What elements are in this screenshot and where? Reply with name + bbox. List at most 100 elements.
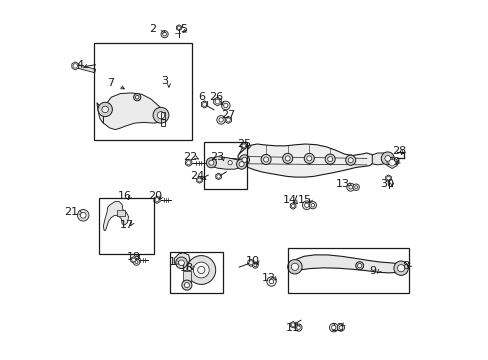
- Circle shape: [197, 266, 204, 274]
- Text: 11: 11: [285, 323, 300, 333]
- Circle shape: [325, 154, 335, 164]
- Text: 20: 20: [148, 191, 163, 201]
- Circle shape: [352, 184, 359, 190]
- Text: 30: 30: [379, 179, 393, 189]
- Circle shape: [291, 323, 294, 327]
- Circle shape: [219, 118, 223, 122]
- Text: 19: 19: [126, 252, 141, 262]
- Circle shape: [291, 263, 298, 270]
- Circle shape: [285, 156, 289, 161]
- Text: 27: 27: [221, 110, 235, 120]
- Circle shape: [177, 26, 180, 29]
- Text: 7: 7: [107, 78, 114, 88]
- Circle shape: [269, 279, 273, 284]
- Circle shape: [306, 156, 311, 161]
- Circle shape: [381, 152, 393, 165]
- Polygon shape: [208, 157, 244, 169]
- Text: 28: 28: [391, 146, 406, 156]
- Circle shape: [263, 157, 268, 162]
- Circle shape: [225, 158, 234, 167]
- Text: 4: 4: [77, 60, 84, 70]
- Circle shape: [388, 159, 394, 166]
- Text: 15: 15: [297, 195, 311, 205]
- Text: 17: 17: [120, 220, 134, 230]
- Text: 10: 10: [245, 256, 259, 266]
- Polygon shape: [226, 158, 240, 168]
- Bar: [117, 210, 124, 216]
- Circle shape: [133, 94, 141, 101]
- Circle shape: [194, 263, 208, 277]
- Polygon shape: [224, 116, 231, 123]
- Text: 9: 9: [369, 266, 376, 276]
- Polygon shape: [371, 153, 387, 165]
- Polygon shape: [103, 93, 164, 130]
- Circle shape: [184, 283, 189, 288]
- Circle shape: [252, 262, 258, 268]
- Text: 13: 13: [335, 179, 349, 189]
- Circle shape: [355, 262, 363, 270]
- Circle shape: [339, 326, 342, 329]
- Circle shape: [186, 256, 215, 284]
- Circle shape: [163, 32, 166, 36]
- Text: 12: 12: [262, 273, 276, 283]
- Text: 24: 24: [190, 171, 204, 181]
- Circle shape: [309, 202, 316, 209]
- Circle shape: [347, 158, 352, 163]
- Text: 22: 22: [183, 152, 197, 162]
- Polygon shape: [131, 257, 136, 263]
- Circle shape: [348, 185, 352, 189]
- Circle shape: [161, 31, 168, 38]
- Circle shape: [102, 106, 108, 113]
- Bar: [204, 142, 247, 189]
- Circle shape: [345, 155, 355, 165]
- Bar: [170, 252, 223, 293]
- Text: 2: 2: [149, 24, 156, 34]
- Polygon shape: [290, 321, 295, 328]
- Bar: [76, 64, 96, 73]
- Circle shape: [132, 258, 135, 262]
- Circle shape: [331, 325, 335, 330]
- Circle shape: [337, 324, 344, 331]
- Circle shape: [221, 101, 230, 110]
- Text: 5: 5: [180, 24, 186, 34]
- Circle shape: [80, 212, 86, 218]
- Text: 23: 23: [210, 152, 224, 162]
- Circle shape: [133, 259, 140, 265]
- Polygon shape: [247, 259, 254, 266]
- Circle shape: [216, 175, 220, 178]
- Circle shape: [239, 162, 244, 167]
- Bar: [161, 112, 164, 119]
- Circle shape: [354, 186, 357, 189]
- Circle shape: [208, 160, 213, 165]
- Circle shape: [175, 257, 187, 269]
- Circle shape: [239, 155, 249, 165]
- Text: 6: 6: [197, 92, 204, 102]
- Polygon shape: [385, 175, 390, 181]
- Circle shape: [329, 323, 337, 332]
- Circle shape: [393, 261, 407, 275]
- Polygon shape: [176, 25, 181, 31]
- Circle shape: [296, 326, 300, 329]
- Polygon shape: [103, 202, 128, 230]
- Polygon shape: [215, 173, 221, 180]
- Text: 18: 18: [180, 263, 194, 273]
- Bar: [287, 248, 408, 293]
- Circle shape: [266, 277, 276, 286]
- Polygon shape: [386, 157, 396, 168]
- Polygon shape: [196, 177, 202, 183]
- Polygon shape: [97, 103, 103, 123]
- Text: 21: 21: [64, 207, 78, 217]
- Circle shape: [253, 264, 256, 267]
- Circle shape: [216, 116, 225, 124]
- Circle shape: [304, 203, 308, 207]
- Bar: [99, 198, 153, 254]
- Text: 8: 8: [401, 261, 408, 271]
- Polygon shape: [185, 159, 191, 166]
- Text: 1: 1: [169, 257, 176, 267]
- Text: 25: 25: [236, 139, 250, 149]
- Circle shape: [310, 203, 314, 207]
- Polygon shape: [290, 203, 295, 209]
- Circle shape: [98, 102, 112, 117]
- Polygon shape: [72, 62, 79, 70]
- Text: 29: 29: [385, 157, 400, 167]
